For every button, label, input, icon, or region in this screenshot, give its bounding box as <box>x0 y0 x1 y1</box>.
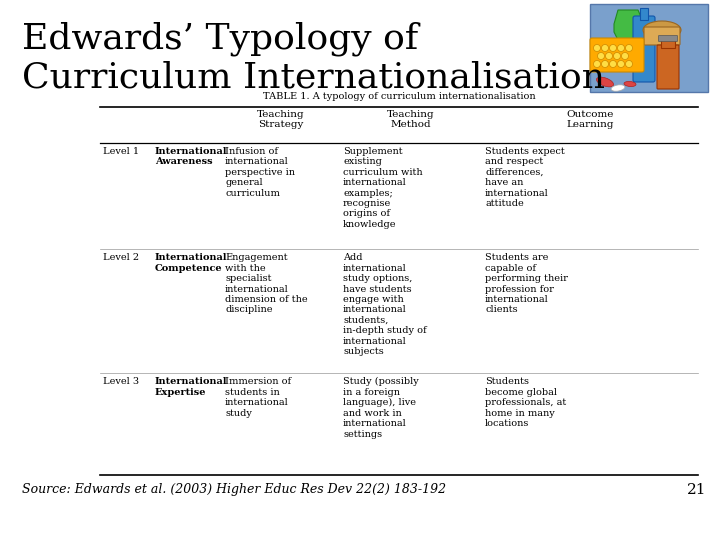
Text: International
Competence: International Competence <box>155 253 228 273</box>
FancyBboxPatch shape <box>640 8 648 20</box>
Text: Level 2: Level 2 <box>103 253 139 262</box>
Circle shape <box>606 52 613 59</box>
Text: Students are
capable of
performing their
profession for
international
clients: Students are capable of performing their… <box>485 253 568 314</box>
Text: Teaching
Method: Teaching Method <box>387 110 435 130</box>
FancyBboxPatch shape <box>590 4 708 92</box>
Text: Immersion of
students in
international
study: Immersion of students in international s… <box>225 377 291 417</box>
Circle shape <box>593 44 600 51</box>
Text: Add
international
study options,
have students
engage with
international
student: Add international study options, have st… <box>343 253 427 356</box>
Circle shape <box>593 60 600 68</box>
Ellipse shape <box>643 21 681 39</box>
Circle shape <box>626 44 632 51</box>
FancyBboxPatch shape <box>661 40 675 48</box>
Text: Edwards’ Typology of: Edwards’ Typology of <box>22 22 418 57</box>
Text: Engagement
with the
specialist
international
dimension of the
discipline: Engagement with the specialist internati… <box>225 253 307 314</box>
Text: TABLE 1. A typology of curriculum internationalisation: TABLE 1. A typology of curriculum intern… <box>263 92 535 101</box>
Text: Level 1: Level 1 <box>103 147 139 156</box>
Circle shape <box>610 60 616 68</box>
Circle shape <box>621 52 629 59</box>
Text: Study (possibly
in a foreign
language), live
and work in
international
settings: Study (possibly in a foreign language), … <box>343 377 419 438</box>
Circle shape <box>618 60 624 68</box>
FancyBboxPatch shape <box>644 27 680 45</box>
Text: Curriculum Internationalisation: Curriculum Internationalisation <box>22 60 605 94</box>
Text: Students expect
and respect
differences,
have an
international
attitude: Students expect and respect differences,… <box>485 147 564 208</box>
Circle shape <box>601 44 608 51</box>
Polygon shape <box>614 10 644 44</box>
FancyBboxPatch shape <box>657 45 679 89</box>
Ellipse shape <box>611 85 625 91</box>
Text: Level 3: Level 3 <box>103 377 139 386</box>
Circle shape <box>598 52 605 59</box>
Text: International
Expertise: International Expertise <box>155 377 228 397</box>
Circle shape <box>613 52 621 59</box>
FancyBboxPatch shape <box>590 38 644 72</box>
Text: Outcome
Learning: Outcome Learning <box>566 110 613 130</box>
Text: Students
become global
professionals, at
home in many
locations: Students become global professionals, at… <box>485 377 566 428</box>
Circle shape <box>610 44 616 51</box>
Text: International
Awareness: International Awareness <box>155 147 228 166</box>
FancyBboxPatch shape <box>659 36 678 42</box>
Text: Supplement
existing
curriculum with
international
examples;
recognise
origins of: Supplement existing curriculum with inte… <box>343 147 423 229</box>
Text: 21: 21 <box>686 483 706 497</box>
Circle shape <box>601 60 608 68</box>
Text: Teaching
Strategy: Teaching Strategy <box>257 110 305 130</box>
FancyBboxPatch shape <box>633 16 655 82</box>
Text: Infusion of
international
perspective in
general
curriculum: Infusion of international perspective in… <box>225 147 295 198</box>
Ellipse shape <box>624 82 636 86</box>
Text: Source: Edwards et al. (2003) Higher Educ Res Dev 22(2) 183-192: Source: Edwards et al. (2003) Higher Edu… <box>22 483 446 496</box>
Circle shape <box>618 44 624 51</box>
Circle shape <box>626 60 632 68</box>
Ellipse shape <box>596 77 613 87</box>
